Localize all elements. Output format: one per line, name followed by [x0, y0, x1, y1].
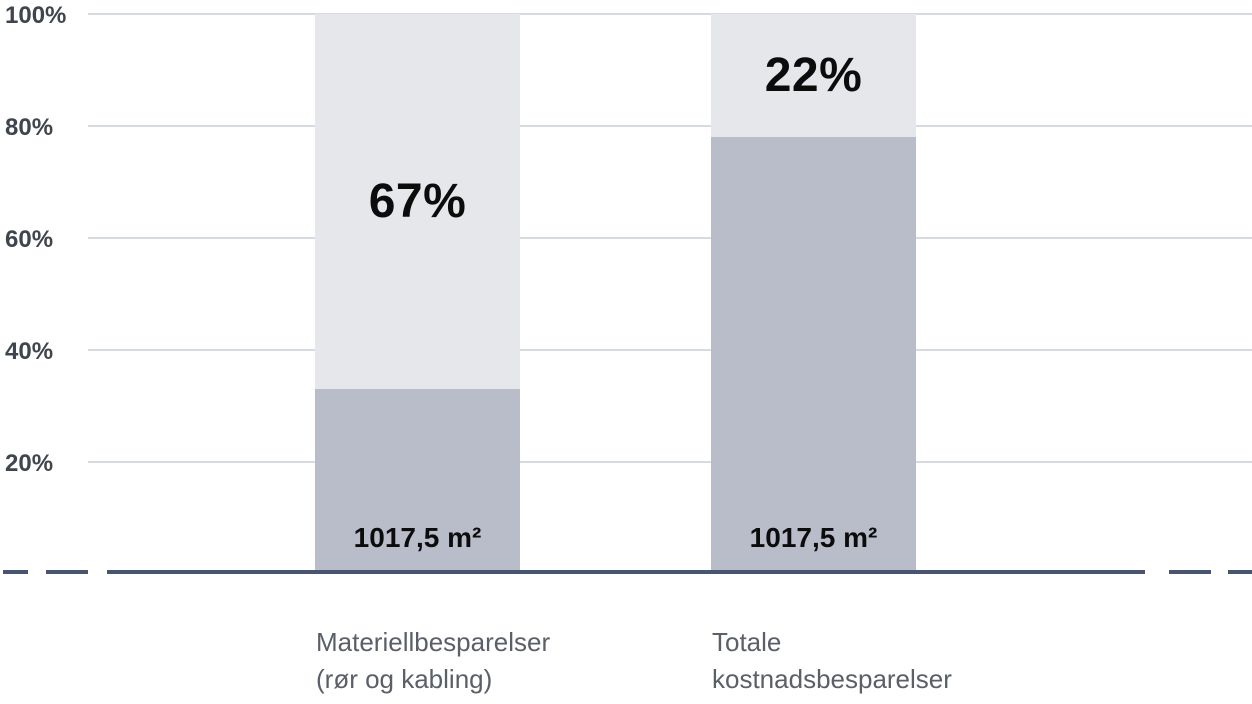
y-tick-label: 40% — [5, 338, 54, 365]
y-tick-label: 60% — [5, 226, 54, 253]
y-tick-label: 20% — [5, 450, 54, 477]
bar-segment-top: 67% — [315, 14, 520, 390]
segment-percentage-label: 22% — [764, 49, 863, 103]
axis-dash-segment — [3, 570, 28, 574]
gridline — [88, 349, 1252, 351]
gridline — [88, 237, 1252, 239]
category-label: Totale kostnadsbesparelser — [712, 624, 952, 698]
bar-segment-top: 22% — [711, 14, 916, 138]
y-tick-label: 80% — [5, 114, 54, 141]
gridline — [88, 13, 1252, 15]
category-label-line: kostnadsbesparelser — [712, 664, 952, 694]
category-label-line: Materiellbesparelser — [316, 627, 551, 657]
segment-percentage-label: 67% — [368, 175, 467, 229]
bar-segment-bottom: 1017,5 m² — [711, 137, 916, 574]
category-label: Materiellbesparelser (rør og kabling) — [316, 624, 550, 698]
bar-1: 67% 1017,5 m² — [315, 14, 520, 574]
axis-dash-segment — [46, 570, 88, 574]
axis-dash-segment — [1169, 570, 1211, 574]
bar-segment-bottom: 1017,5 m² — [315, 389, 520, 574]
category-label-line: Totale — [712, 627, 782, 657]
axis-dash-segment — [1228, 570, 1252, 574]
segment-area-label: 1017,5 m² — [749, 521, 878, 553]
x-axis-line — [107, 570, 1145, 574]
gridline — [88, 125, 1252, 127]
bar-2: 22% 1017,5 m² — [711, 14, 916, 574]
gridline — [88, 461, 1252, 463]
segment-area-label: 1017,5 m² — [353, 521, 482, 553]
category-label-line: (rør og kabling) — [316, 664, 493, 694]
y-tick-label: 100% — [5, 2, 67, 29]
